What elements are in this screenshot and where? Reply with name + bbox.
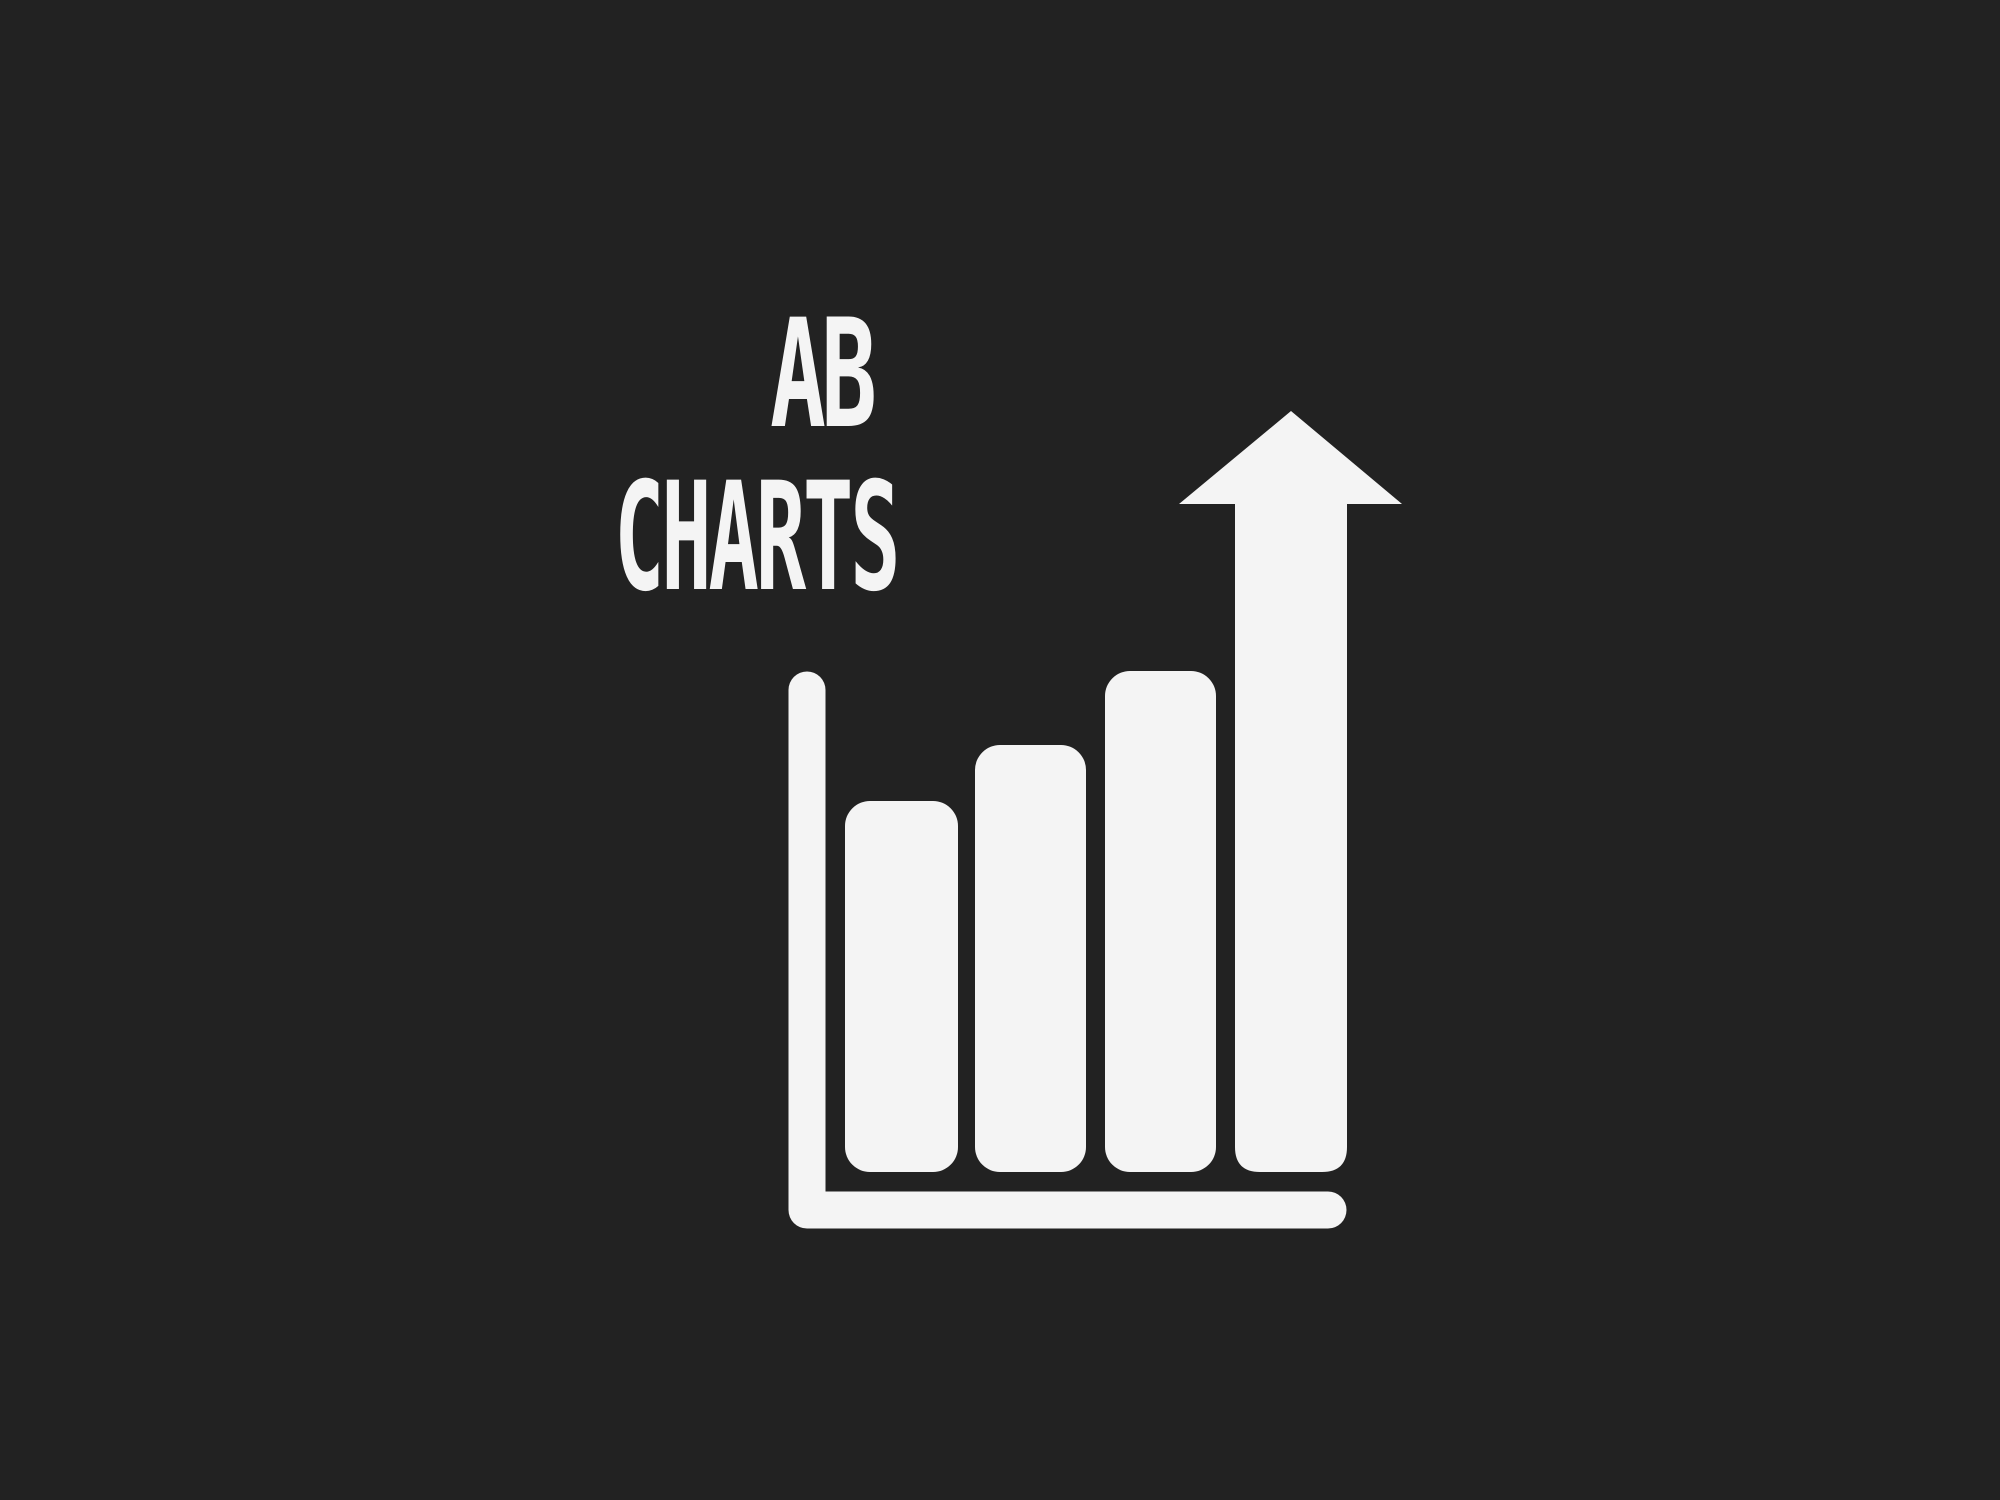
chart-bar-2: [975, 745, 1086, 1172]
growth-arrow: [1179, 411, 1402, 1172]
chart-axis: [788, 671, 1347, 1229]
chart-bar-3: [1105, 671, 1216, 1172]
logo-title-line1: AB: [770, 288, 877, 462]
logo-title-line2: CHARTS: [614, 451, 901, 625]
chart-bar-1: [845, 801, 958, 1172]
